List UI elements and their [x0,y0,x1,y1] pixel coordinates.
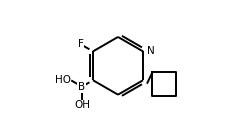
Text: OH: OH [74,100,90,110]
Text: F: F [78,39,84,49]
Text: N: N [147,46,155,56]
Text: HO: HO [55,75,71,85]
Text: B: B [78,82,85,92]
